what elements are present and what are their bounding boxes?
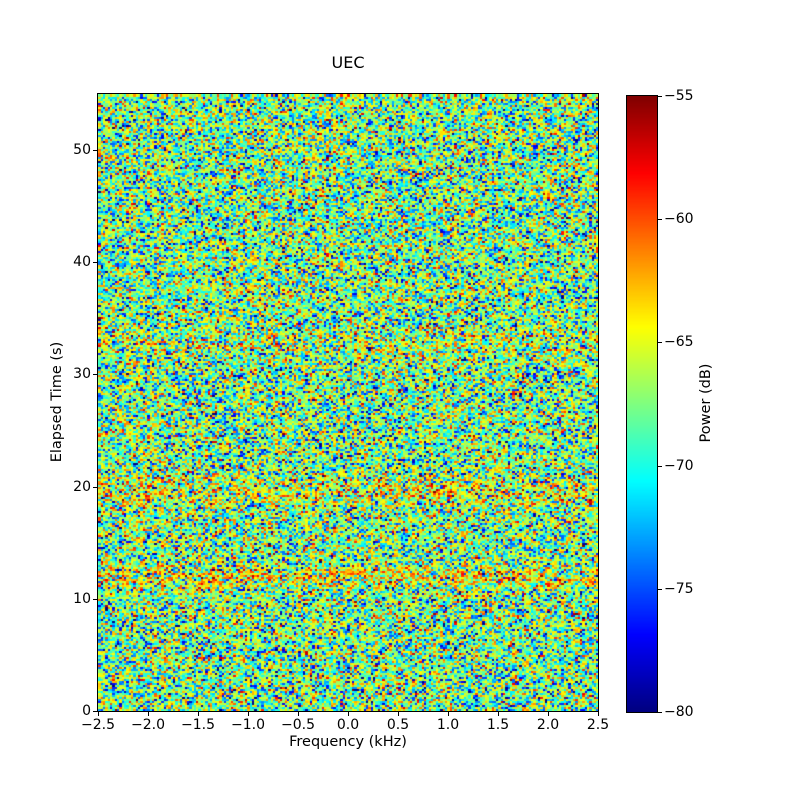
x-tick-label: 0.5 bbox=[386, 717, 410, 733]
colorbar-tick-label: −75 bbox=[664, 580, 694, 597]
y-tick-mark bbox=[93, 486, 97, 488]
x-tick-label: −0.5 bbox=[281, 717, 315, 733]
x-tick-mark bbox=[448, 712, 449, 716]
colorbar bbox=[626, 95, 658, 713]
x-tick-mark bbox=[98, 712, 99, 716]
y-tick-label: 0 bbox=[82, 703, 91, 719]
y-tick-label: 40 bbox=[73, 254, 91, 271]
colorbar-tick-label: −70 bbox=[664, 457, 694, 474]
x-tick-mark bbox=[548, 712, 549, 716]
y-tick-mark bbox=[93, 374, 97, 376]
x-tick-label: −1.0 bbox=[231, 717, 265, 733]
y-tick-label: 50 bbox=[73, 142, 91, 159]
y-tick-mark bbox=[93, 262, 97, 264]
x-tick-mark bbox=[198, 712, 199, 716]
x-tick-mark bbox=[148, 712, 149, 716]
x-tick-label: 2.0 bbox=[536, 717, 560, 733]
y-tick-mark bbox=[93, 150, 97, 152]
x-tick-mark bbox=[598, 712, 599, 716]
x-axis-label: Frequency (kHz) bbox=[289, 734, 407, 750]
x-tick-label: −2.5 bbox=[81, 717, 115, 733]
y-tick-label: 30 bbox=[73, 366, 91, 383]
y-tick-mark bbox=[93, 598, 97, 600]
figure-title: UEC bbox=[331, 53, 365, 72]
colorbar-tick-mark bbox=[658, 588, 662, 590]
y-tick-label: 20 bbox=[73, 478, 91, 495]
y-tick-label: 10 bbox=[73, 590, 91, 607]
colorbar-tick-mark bbox=[658, 712, 662, 713]
spectrogram-canvas bbox=[98, 94, 598, 711]
x-tick-mark bbox=[248, 712, 249, 716]
x-tick-mark bbox=[498, 712, 499, 716]
x-tick-label: −1.5 bbox=[181, 717, 215, 733]
colorbar-tick-mark bbox=[658, 342, 662, 344]
colorbar-tick-mark bbox=[658, 96, 662, 97]
plot-area bbox=[97, 93, 599, 712]
colorbar-label: Power (dB) bbox=[698, 363, 714, 443]
x-tick-label: −2.0 bbox=[131, 717, 165, 733]
colorbar-tick-label: −60 bbox=[664, 211, 694, 228]
y-tick-mark bbox=[93, 711, 97, 712]
x-tick-mark bbox=[298, 712, 299, 716]
x-tick-label: 1.5 bbox=[486, 717, 510, 733]
x-tick-label: 2.5 bbox=[586, 717, 610, 733]
colorbar-canvas bbox=[627, 96, 657, 712]
y-axis-label: Elapsed Time (s) bbox=[49, 341, 65, 463]
x-tick-mark bbox=[398, 712, 399, 716]
x-tick-label: 1.0 bbox=[436, 717, 460, 733]
colorbar-tick-label: −65 bbox=[664, 334, 694, 351]
x-tick-mark bbox=[348, 712, 349, 716]
colorbar-tick-label: −55 bbox=[664, 88, 694, 104]
colorbar-tick-mark bbox=[658, 219, 662, 221]
colorbar-tick-label: −80 bbox=[664, 704, 694, 720]
x-tick-label: 0.0 bbox=[336, 717, 360, 733]
colorbar-tick-mark bbox=[658, 465, 662, 467]
